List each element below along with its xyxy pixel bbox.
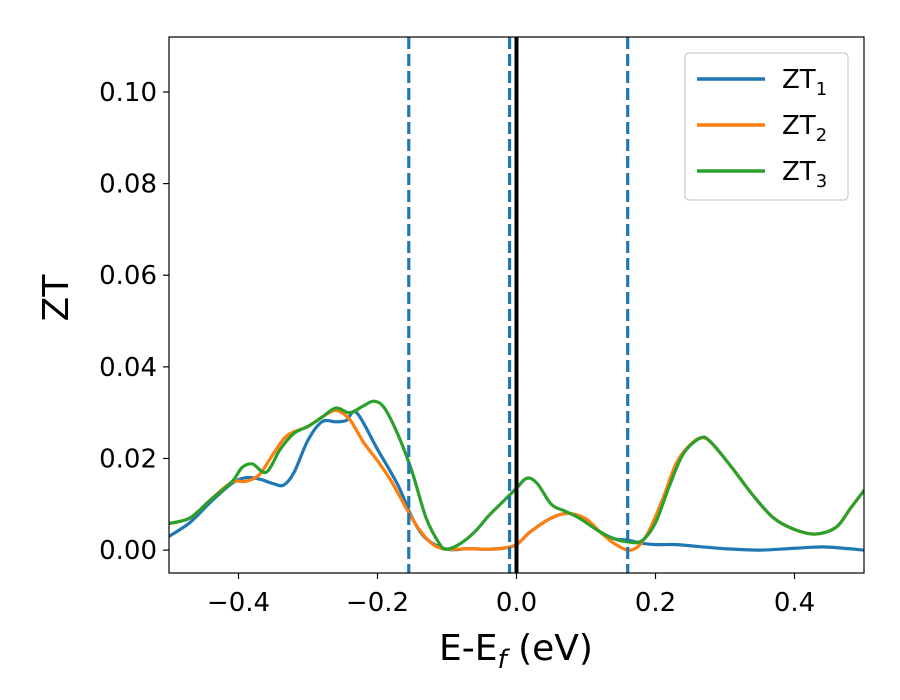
y-axis: 0.00 0.02 0.04 0.06 0.08 0.10 xyxy=(99,78,169,566)
y-tick-label: 0.10 xyxy=(99,78,157,108)
legend-box xyxy=(684,52,849,201)
series-line-zt3 xyxy=(169,399,864,551)
y-tick-label: 0.02 xyxy=(99,444,157,474)
x-tick-label: −0.2 xyxy=(346,588,409,618)
legend-label-zt3: ZT3 xyxy=(782,157,827,192)
legend-label-zt1: ZT1 xyxy=(782,65,827,100)
x-axis-title-base: E-E xyxy=(439,628,497,669)
x-tick-label: 0.2 xyxy=(635,588,676,618)
y-tick-label: 0.08 xyxy=(99,170,157,200)
reference-lines xyxy=(407,37,630,573)
x-axis-title-suffix: (eV) xyxy=(507,628,593,669)
x-tick-label: 0.4 xyxy=(774,588,815,618)
y-axis-title: ZT xyxy=(36,274,77,322)
x-axis: −0.4 −0.2 0.0 0.2 0.4 xyxy=(207,573,815,618)
x-axis-title: E-Ef (eV) xyxy=(439,628,593,675)
y-tick-label: 0.06 xyxy=(99,261,157,291)
legend: ZT1 ZT2 ZT3 xyxy=(684,52,849,201)
y-tick-label: 0.04 xyxy=(99,353,157,383)
x-tick-label: 0.0 xyxy=(496,588,537,618)
x-tick-label: −0.4 xyxy=(207,588,270,618)
y-tick-label: 0.00 xyxy=(99,536,157,566)
legend-label-zt2: ZT2 xyxy=(782,111,827,146)
